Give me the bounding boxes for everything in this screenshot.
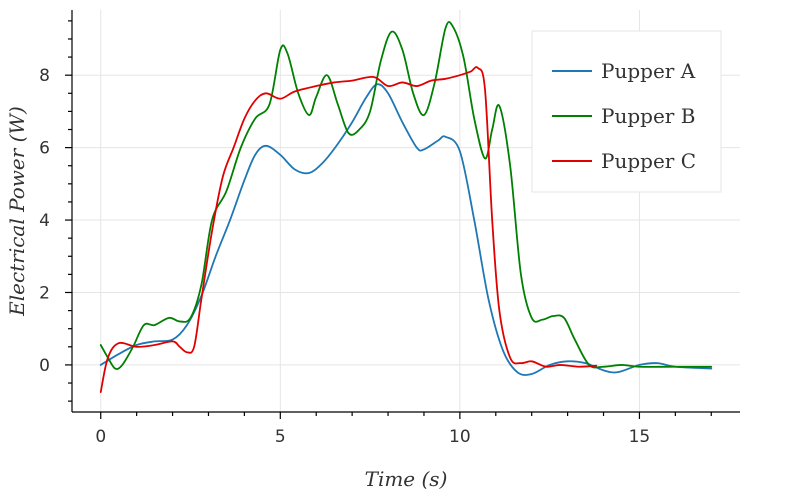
x-axis-title: Time (s) [365, 467, 448, 491]
legend-label: Pupper A [601, 59, 696, 83]
legend: Pupper A Pupper B Pupper C [531, 30, 722, 193]
legend-box [531, 30, 722, 193]
x-tick-label: 0 [95, 427, 106, 447]
y-tick-label: 6 [39, 139, 50, 159]
series-line-pupper-b [99, 20, 713, 370]
series-line-pupper-a [99, 83, 713, 376]
axes [71, 10, 740, 413]
series-lines [99, 20, 713, 393]
y-axis-title: Electrical Power (W) [5, 106, 29, 317]
x-tick-label: 10 [449, 427, 471, 447]
ticks: 0 5 10 15 0 2 4 6 8 [39, 20, 712, 447]
y-tick-label: 8 [39, 66, 50, 86]
legend-label: Pupper C [601, 149, 696, 173]
y-tick-label: 2 [39, 283, 50, 303]
x-tick-label: 5 [275, 427, 286, 447]
y-tick-label: 4 [39, 211, 50, 231]
legend-label: Pupper B [601, 104, 695, 128]
series-line-pupper-c [99, 66, 598, 393]
y-tick-label: 0 [39, 356, 50, 376]
x-tick-label: 15 [629, 427, 651, 447]
